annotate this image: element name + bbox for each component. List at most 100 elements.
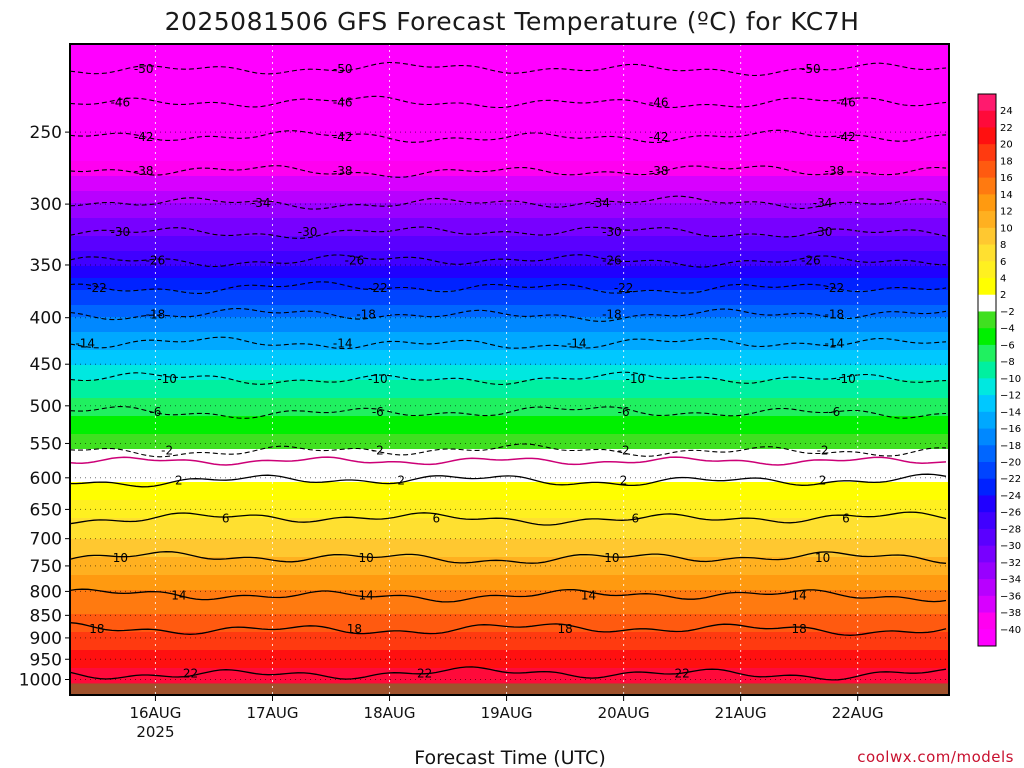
isotherm-label: 14 [358, 588, 373, 602]
temperature-band [70, 86, 949, 90]
x-tick-label: 20AUG [598, 704, 650, 722]
colorbar-swatch [978, 428, 996, 446]
temperature-band [70, 650, 949, 654]
colorbar-tick-label: 20 [1000, 140, 1013, 151]
colorbar-frame [977, 93, 997, 647]
isotherm-label: 14 [792, 588, 807, 602]
temperature-band [70, 317, 949, 321]
y-tick-label: 850 [30, 606, 62, 626]
temperature-band [70, 467, 949, 471]
temperature-band [70, 515, 949, 519]
temperature-band [70, 314, 949, 318]
isotherm-label: 2 [175, 473, 183, 487]
temperature-band [70, 59, 949, 63]
colorbar-tick-label: −16 [1000, 424, 1021, 435]
temperature-band [70, 173, 949, 177]
temperature-band [70, 578, 949, 582]
temperature-band [70, 389, 949, 393]
temperature-band [70, 413, 949, 417]
temperature-band [70, 95, 949, 99]
temperature-band [70, 254, 949, 258]
isotherm-label: 14 [171, 588, 186, 602]
isotherm-label: 10 [604, 551, 619, 565]
isotherm-label: -46 [333, 96, 353, 110]
temperature-band [70, 416, 949, 420]
temperature-band [70, 620, 949, 624]
colorbar-tick-label: 10 [1000, 223, 1013, 234]
temperature-band [70, 281, 949, 285]
temperature-band [70, 383, 949, 387]
temperature-band [70, 308, 949, 312]
temperature-band [70, 251, 949, 255]
temperature-band [70, 92, 949, 96]
temperature-band [70, 200, 949, 204]
colorbar-swatch [978, 194, 996, 212]
isotherm-10 [70, 551, 947, 564]
colorbar-tick-label: 22 [1000, 123, 1013, 134]
temperature-band [70, 143, 949, 147]
temperature-band [70, 662, 949, 666]
temperature-band [70, 443, 949, 447]
temperature-band [70, 398, 949, 402]
colorbar-swatch [978, 160, 996, 179]
temperature-band [70, 212, 949, 216]
y-axis: 250 300 350 400 450 500 550 600 650 700 750 800 850 9… [19, 123, 70, 691]
isotherm-label: -30 [602, 225, 622, 239]
credit-link[interactable]: coolwx.com/models [857, 748, 1014, 766]
temperature-band [70, 371, 949, 375]
isotherm-minus-42 [70, 129, 947, 144]
temperature-band [70, 326, 949, 330]
temperature-band [70, 245, 949, 249]
temperature-band [70, 287, 949, 291]
isotherm-label: -10 [626, 372, 646, 386]
temperature-band [70, 644, 949, 648]
temperature-band [70, 587, 949, 591]
x-tick-sublabel: 2025 [136, 723, 174, 741]
temperature-band [70, 449, 949, 453]
colorbar-tick-label: −36 [1000, 591, 1021, 602]
temperature-band [70, 353, 949, 357]
temperature-band [70, 125, 949, 129]
temperature-band [70, 626, 949, 630]
temperature-band [70, 452, 949, 456]
temperature-band [70, 191, 949, 195]
temperature-band [70, 161, 949, 165]
isotherm-label: 22 [183, 667, 198, 681]
colorbar-swatch [978, 478, 996, 496]
temperature-band [70, 485, 949, 489]
temperature-band [70, 464, 949, 468]
temperature-band [70, 380, 949, 384]
temperature-band [70, 152, 949, 156]
temperature-band [70, 80, 949, 84]
isotherm-label: -30 [298, 225, 318, 239]
temperature-band [70, 239, 949, 243]
isotherm-14 [70, 588, 947, 603]
temperature-band [70, 425, 949, 429]
temperature-band [70, 479, 949, 483]
temperature-band [70, 395, 949, 399]
isotherm-minus-46 [70, 95, 947, 109]
isotherm-label: -42 [649, 130, 669, 144]
isotherm-label: -18 [146, 308, 166, 322]
temperature-band [70, 548, 949, 552]
colorbar-swatch [978, 227, 996, 245]
temperature-band [70, 608, 949, 612]
isotherm-2 [70, 473, 947, 488]
temperature-band [70, 521, 949, 525]
temperature-band [70, 53, 949, 57]
temperature-band [70, 335, 949, 339]
isotherm-label: -38 [134, 164, 154, 178]
temperature-band [70, 50, 949, 54]
temperature-band [70, 68, 949, 72]
colorbar-swatch [978, 311, 996, 329]
temperature-band [70, 137, 949, 141]
temperature-band [70, 551, 949, 555]
temperature-band [70, 605, 949, 609]
isotherm-label: -14 [567, 336, 587, 350]
isotherm-label: -2 [161, 444, 173, 458]
colorbar-tick-label: 6 [1000, 257, 1006, 268]
temperature-band [70, 614, 949, 618]
colorbar-tick-label: −34 [1000, 575, 1021, 586]
temperature-band [70, 176, 949, 180]
temperature-band [70, 140, 949, 144]
